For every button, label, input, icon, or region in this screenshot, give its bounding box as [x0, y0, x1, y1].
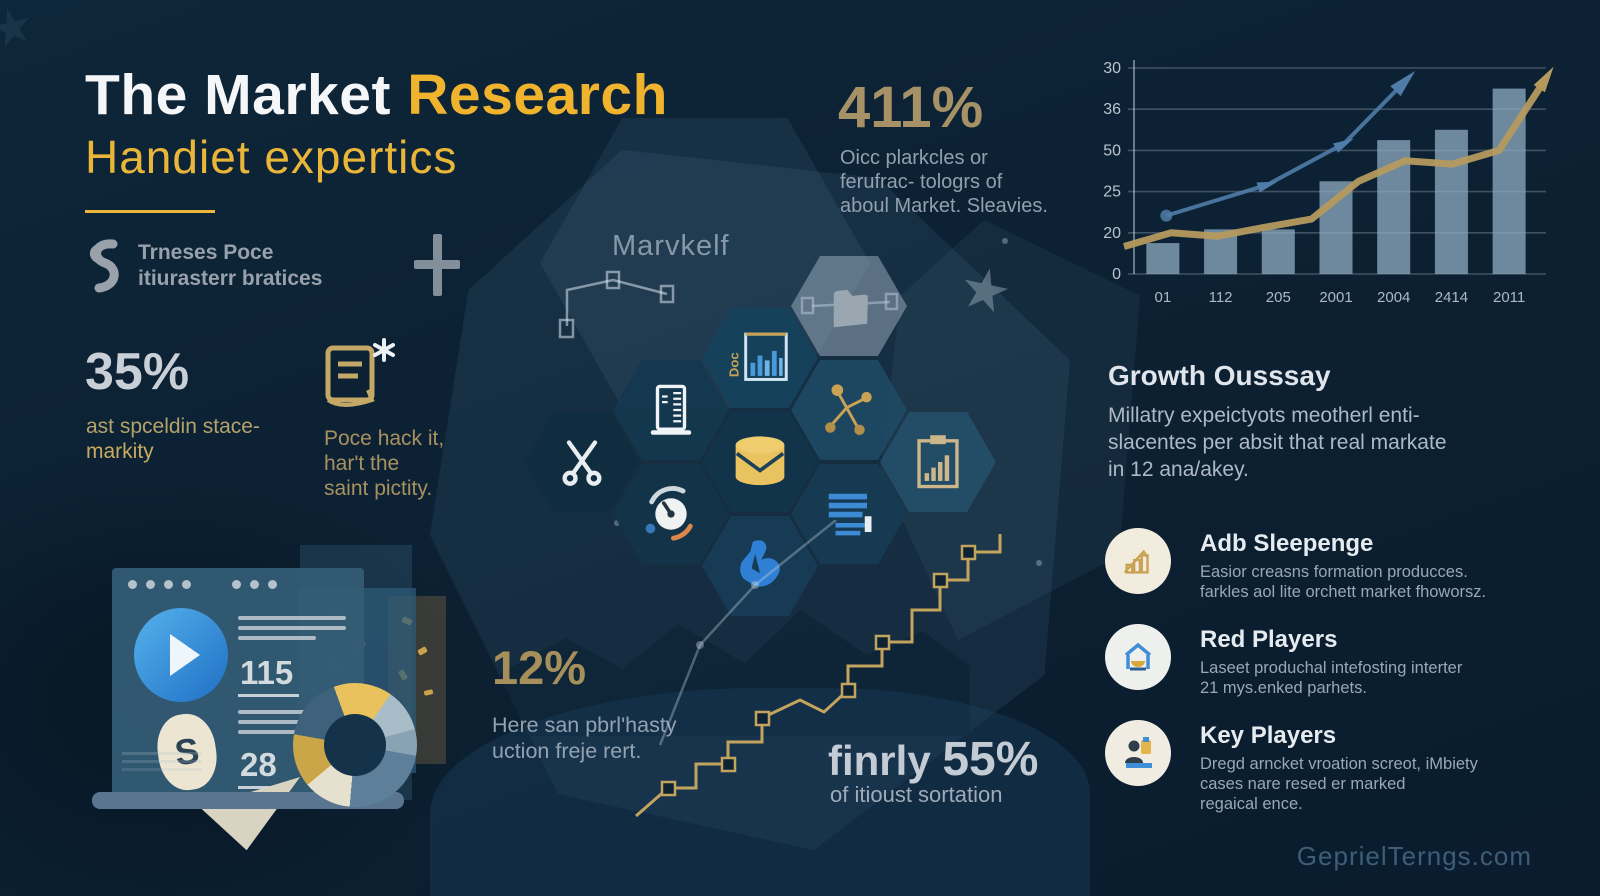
svg-text:112: 112	[1209, 289, 1233, 306]
growth-bars-icon	[1105, 528, 1171, 594]
bar-chart-document-icon: Doc	[729, 332, 788, 381]
growth-heading: Growth Ousssay	[1108, 360, 1331, 391]
dot-fleck	[1002, 238, 1008, 244]
svg-text:2004: 2004	[1377, 289, 1410, 306]
svg-text:30: 30	[1103, 60, 1121, 77]
title-underline	[85, 210, 215, 213]
connector-doodle	[558, 270, 675, 339]
title-part-white: The Market	[85, 63, 391, 127]
svg-text:2414: 2414	[1435, 289, 1468, 306]
dot-fleck	[1036, 560, 1042, 566]
svg-text:25: 25	[1103, 184, 1121, 201]
hex-bar-document: Doc	[702, 308, 818, 408]
stat-35-value: 35%	[85, 343, 190, 401]
scissors-icon	[562, 440, 602, 486]
server-icon	[650, 384, 692, 435]
svg-text:2011: 2011	[1493, 289, 1525, 306]
growth-paragraph: Millatry expeictyots meotherl enti- slac…	[1108, 404, 1447, 481]
hex-folder	[791, 256, 907, 356]
svg-text:50: 50	[1103, 142, 1121, 159]
clipboard-chart-icon	[917, 435, 959, 489]
player-desc: Easior creasns formation producces. fark…	[1200, 563, 1487, 601]
list-item-key-players: Key Players Dregd arncket vroation screo…	[1105, 720, 1565, 820]
stat-35-caption: ast spceldin stace- markity	[86, 415, 260, 463]
hex-server	[613, 360, 729, 460]
illustration-number-115: 115	[238, 654, 300, 697]
play-button	[134, 608, 228, 702]
tagline: Trneses Poce itiurasterr bratices	[138, 240, 322, 292]
stat-411-caption: Oicc plarkcles or ferufrac- tologrs of a…	[840, 147, 1048, 217]
page-title: The Market Research	[85, 62, 668, 128]
hexagon-cluster: Doc	[510, 240, 996, 640]
svg-text:205: 205	[1266, 289, 1291, 306]
stat-411-value: 411%	[838, 75, 984, 140]
svg-text:Doc: Doc	[729, 352, 742, 377]
player-desc: Dregd arncket vroation screot, iMbiety c…	[1200, 755, 1478, 813]
page-subtitle: Handiet expertics	[85, 131, 458, 183]
list-item-red-players: Red Players Laseet produchal intefosting…	[1105, 624, 1565, 714]
illustration-number-28: 28	[238, 746, 283, 789]
stepped-growth-line	[635, 520, 1002, 818]
player-title: Key Players	[1200, 722, 1337, 749]
network-molecule-icon	[825, 384, 872, 436]
watermark: GeprielTerngs.com	[1296, 841, 1532, 871]
note-caption: Poce hack it, har't the saint pictity.	[324, 427, 445, 500]
play-icon	[170, 634, 200, 676]
gauge-icon	[645, 486, 693, 541]
star-icon	[0, 4, 36, 52]
home-box-icon	[1105, 624, 1171, 690]
hex-scissors	[524, 412, 640, 512]
svg-text:36: 36	[1103, 101, 1121, 118]
player-desc: Laseet produchal intefosting interter 21…	[1200, 659, 1463, 697]
list-item-adb-sleepenge: Adb Sleepenge Easior creasns formation p…	[1105, 528, 1565, 618]
dot-fleck	[614, 520, 620, 526]
growth-chart: 30 36 50 25 20 0 01 112 205 2001 2004 2414 2011	[1090, 52, 1560, 322]
document-lines-icon	[828, 493, 872, 536]
svg-text:2001: 2001	[1319, 289, 1352, 306]
document-asterisk-icon	[322, 336, 400, 425]
stat-55-caption: of itioust sortation	[830, 782, 1003, 807]
database-envelope-icon	[735, 436, 785, 486]
stat-55-value: finrly 55%	[828, 733, 1039, 786]
hex-network	[791, 360, 907, 460]
hex-clipboard	[880, 412, 996, 512]
tagline-line1: Trneses Poce	[138, 241, 274, 264]
stat-12-value: 12%	[492, 641, 587, 694]
center-label: Marvkelf	[612, 230, 730, 262]
player-title: Adb Sleepenge	[1200, 530, 1374, 557]
growth-chart-svg: 30 36 50 25 20 0 01 112 205 2001 2004 2414 2011	[1103, 60, 1554, 306]
stat-12-caption: Here san pbrl'hasty uction freje rert.	[492, 713, 677, 763]
folder-icon	[833, 289, 868, 328]
title-part-yellow: Research	[407, 63, 668, 127]
hand-icon	[740, 540, 780, 587]
svg-text:20: 20	[1103, 225, 1121, 242]
tagline-line2: itiurasterr bratices	[138, 267, 323, 290]
hex-database	[702, 412, 818, 512]
svg-text:01: 01	[1155, 289, 1172, 306]
person-icon	[1105, 720, 1171, 786]
plus-icon	[414, 234, 460, 296]
squiggle-logo-icon	[83, 238, 127, 301]
player-title: Red Players	[1200, 626, 1338, 653]
svg-text:0: 0	[1112, 266, 1121, 283]
donut-chart	[293, 683, 417, 807]
tiny-text-smudge	[122, 752, 202, 755]
